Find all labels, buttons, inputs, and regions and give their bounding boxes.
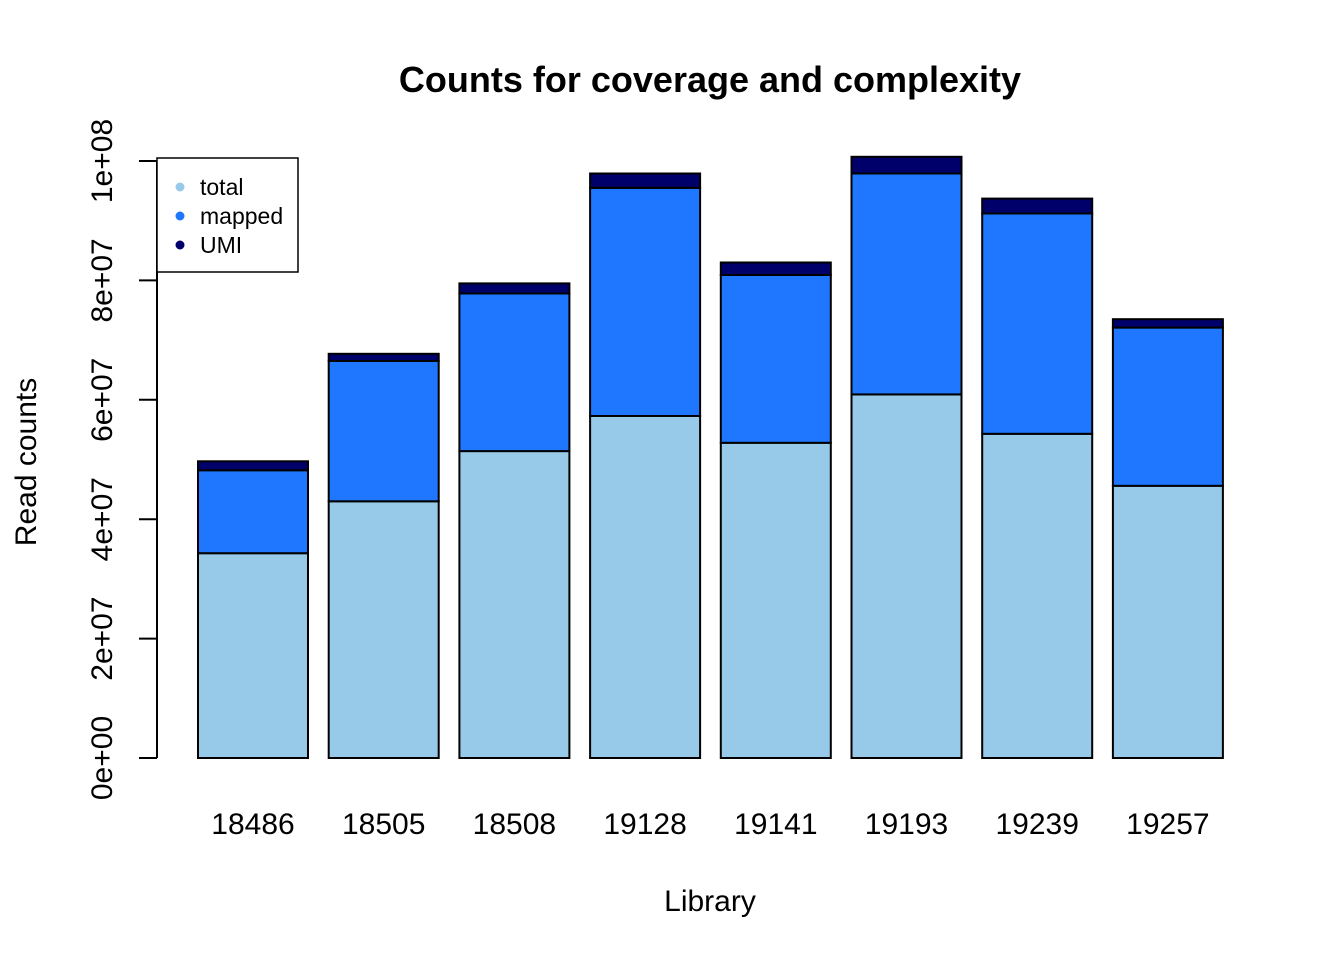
- x-tick-label: 18486: [211, 808, 294, 841]
- chart-title: Counts for coverage and complexity: [399, 59, 1021, 100]
- y-tick-label: 6e+07: [86, 358, 119, 442]
- y-tick-label: 1e+08: [86, 119, 119, 203]
- x-tick-label: 19239: [995, 808, 1078, 841]
- bar-mapped-18486: [197, 469, 309, 555]
- y-axis-label: Read counts: [10, 378, 43, 546]
- bar-UMI-19141: [719, 261, 832, 276]
- legend-swatch-mapped: [175, 211, 185, 221]
- legend-label-total: total: [200, 174, 243, 200]
- bar-UMI-19257: [1111, 318, 1224, 329]
- bar-mapped-19257: [1111, 326, 1224, 487]
- y-tick-label: 4e+07: [86, 477, 119, 561]
- bar-total-19141: [719, 441, 832, 759]
- bar-UMI-18486: [197, 460, 309, 472]
- bar-UMI-19239: [981, 197, 1094, 215]
- x-tick-label: 19141: [734, 808, 817, 841]
- bar-total-19128: [589, 414, 702, 759]
- x-tick-label: 18508: [473, 808, 556, 841]
- x-tick-label: 19257: [1126, 808, 1209, 841]
- bar-mapped-19141: [719, 274, 832, 444]
- x-tick-labels: 18486 18505 18508 19128 19141 19193 19239 19257: [211, 808, 1209, 841]
- bar-total-19239: [981, 432, 1094, 759]
- bar-mapped-19193: [850, 172, 963, 396]
- bar-total-18486: [197, 552, 309, 760]
- bar-mapped-18508: [458, 292, 571, 453]
- legend-swatch-total: [175, 182, 185, 192]
- bar-total-18505: [327, 500, 440, 759]
- y-tick-label: 0e+00: [86, 716, 119, 800]
- legend-box: [156, 157, 299, 273]
- bar-total-19257: [1111, 484, 1224, 759]
- bar-UMI-19128: [589, 172, 702, 189]
- y-tick-label: 8e+07: [86, 238, 119, 322]
- bar-mapped-19239: [981, 212, 1094, 435]
- x-tick-label: 19128: [603, 808, 686, 841]
- bar-UMI-19193: [850, 155, 963, 175]
- bar-UMI-18508: [458, 282, 571, 295]
- bar-UMI-18505: [327, 352, 440, 362]
- legend-label-UMI: UMI: [200, 232, 242, 258]
- legend-label-mapped: mapped: [200, 203, 283, 229]
- x-axis-label: Library: [664, 885, 756, 918]
- bars-group: [197, 155, 1224, 760]
- x-tick-label: 19193: [865, 808, 948, 841]
- y-tick-label: 2e+07: [86, 596, 119, 680]
- legend-swatch-UMI: [175, 240, 185, 250]
- bar-total-19193: [850, 393, 963, 759]
- bar-mapped-19128: [589, 186, 702, 417]
- legend: total mapped UMI: [156, 157, 299, 273]
- y-axis: 0e+00 2e+07 4e+07 6e+07 8e+07 1e+08: [86, 119, 158, 800]
- x-tick-label: 18505: [342, 808, 425, 841]
- bar-total-18508: [458, 450, 571, 759]
- bar-mapped-18505: [327, 360, 440, 503]
